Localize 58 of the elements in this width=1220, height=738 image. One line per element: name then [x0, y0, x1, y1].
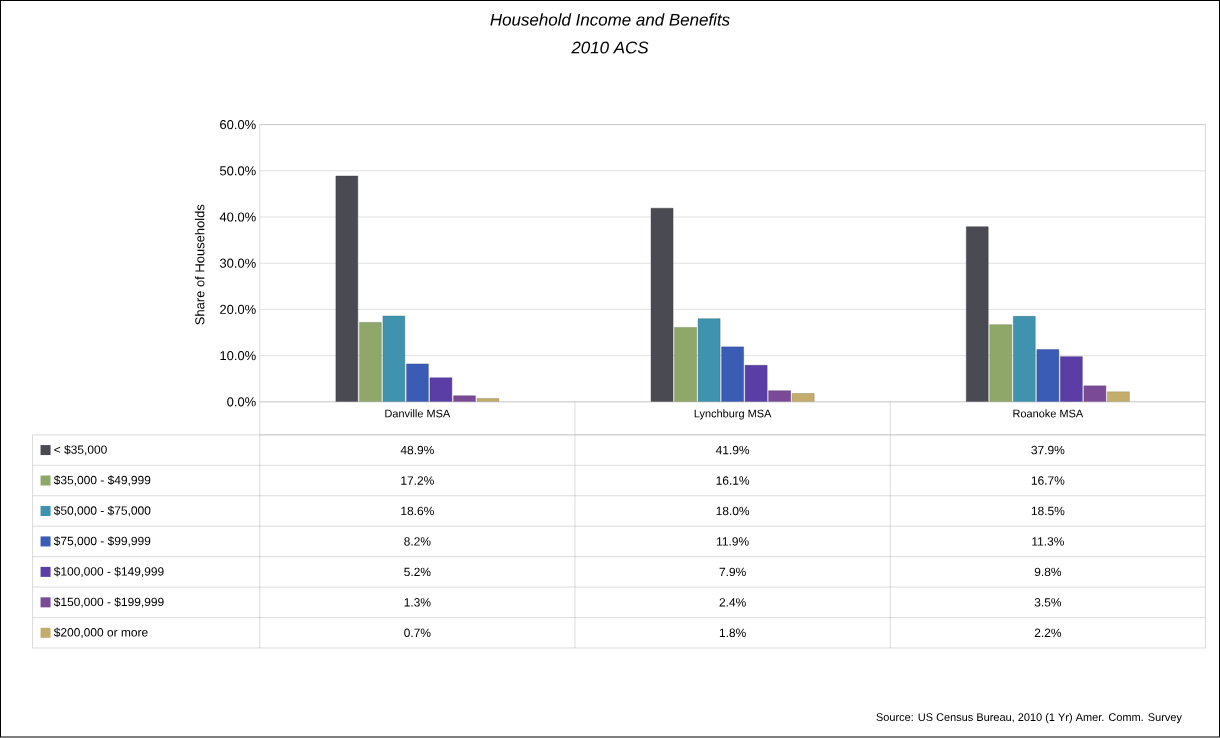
y-tick-label: 40.0%	[219, 212, 256, 222]
data-label: 18.6%	[401, 506, 434, 516]
chart-title: Household Income and Benefits	[490, 13, 730, 26]
bar	[650, 208, 674, 403]
y-tick-label: 0.0%	[227, 397, 256, 407]
data-label: 8.2%	[404, 537, 431, 546]
legend-label: $35,000 - $49,999	[53, 475, 151, 486]
x-tick-label: Lynchburg MSA	[694, 409, 772, 420]
data-label: 5.2%	[404, 567, 431, 577]
bar	[966, 226, 989, 403]
chart-subtitle: 2010 ACS	[571, 41, 649, 54]
data-label: 17.2%	[401, 476, 434, 485]
bar	[791, 393, 815, 403]
legend-label: $100,000 - $149,999	[53, 566, 164, 578]
bar	[989, 324, 1013, 403]
bar	[721, 346, 744, 403]
bar	[382, 315, 406, 403]
x-tick-label: Danville MSA	[385, 409, 451, 418]
legend-label: $50,000 - $75,000	[53, 505, 151, 517]
data-label: 1.3%	[404, 598, 431, 607]
y-tick-label: 50.0%	[219, 166, 256, 176]
data-label: 41.9%	[715, 446, 750, 455]
bar	[674, 327, 697, 403]
y-tick-label: 20.0%	[220, 305, 256, 315]
y-axis-title: Share of Households	[194, 204, 205, 325]
legend-label: < $35,000	[54, 445, 107, 456]
bar	[697, 318, 721, 403]
source-note: Source: US Census Bureau, 2010 (1 Yr) Amer. Comm. Survey	[876, 713, 1182, 724]
bar	[335, 175, 358, 403]
bar	[744, 365, 768, 403]
data-label: 0.7%	[404, 628, 431, 638]
data-label: 7.9%	[719, 567, 746, 577]
legend-label: $150,000 - $199,999	[53, 597, 164, 608]
data-label: 9.8%	[1034, 567, 1062, 577]
legend-label: $200,000 or more	[53, 627, 148, 639]
data-label: 11.3%	[1032, 537, 1064, 546]
legend-label: $75,000 - $99,999	[53, 536, 151, 547]
bar	[429, 377, 453, 403]
y-tick-label: 60.0%	[220, 120, 256, 130]
data-label: 16.7%	[1031, 476, 1065, 485]
y-tick-label: 10.0%	[220, 351, 256, 361]
data-label: 1.8%	[719, 628, 746, 638]
y-tick-label: 30.0%	[219, 258, 256, 268]
data-label: 48.9%	[400, 446, 434, 455]
data-label: 18.0%	[716, 506, 750, 516]
data-label: 16.1%	[716, 476, 750, 485]
bar	[359, 322, 382, 403]
data-label: 18.5%	[1031, 506, 1065, 516]
x-tick-label: Roanoke MSA	[1013, 409, 1084, 418]
bar	[1013, 316, 1036, 403]
bar	[1060, 356, 1083, 403]
data-label: 37.9%	[1031, 446, 1065, 455]
bar	[406, 363, 429, 403]
bar	[476, 398, 500, 403]
data-label: 2.4%	[719, 598, 746, 607]
data-label: 3.5%	[1034, 598, 1062, 607]
data-label: 2.2%	[1034, 628, 1062, 638]
data-label: 11.9%	[717, 537, 749, 546]
